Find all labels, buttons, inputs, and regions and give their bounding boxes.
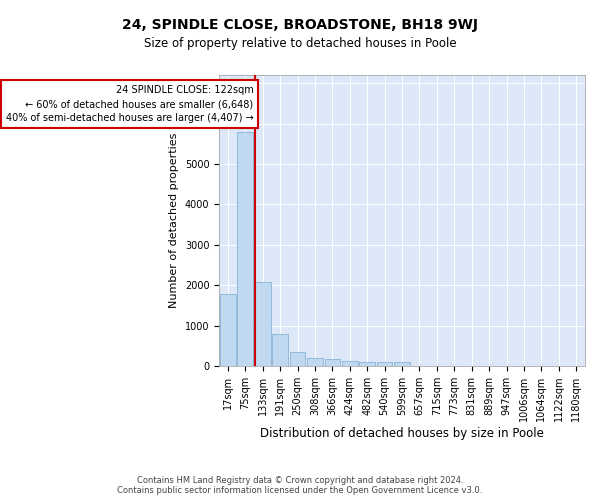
Bar [307, 358, 323, 366]
Bar [342, 362, 358, 366]
Bar [394, 362, 410, 366]
Bar [325, 359, 340, 366]
Text: Size of property relative to detached houses in Poole: Size of property relative to detached ho… [143, 38, 457, 51]
Y-axis label: Number of detached properties: Number of detached properties [169, 133, 179, 308]
X-axis label: Distribution of detached houses by size in Poole: Distribution of detached houses by size … [260, 427, 544, 440]
Text: Contains HM Land Registry data © Crown copyright and database right 2024.: Contains HM Land Registry data © Crown c… [137, 476, 463, 485]
Bar [220, 294, 236, 366]
Bar [290, 352, 305, 366]
Bar [359, 362, 375, 366]
Bar [272, 334, 288, 366]
Text: Contains public sector information licensed under the Open Government Licence v3: Contains public sector information licen… [118, 486, 482, 495]
Text: 24, SPINDLE CLOSE, BROADSTONE, BH18 9WJ: 24, SPINDLE CLOSE, BROADSTONE, BH18 9WJ [122, 18, 478, 32]
Bar [238, 132, 253, 366]
Text: 24 SPINDLE CLOSE: 122sqm
← 60% of detached houses are smaller (6,648)
40% of sem: 24 SPINDLE CLOSE: 122sqm ← 60% of detach… [6, 85, 253, 123]
Bar [377, 362, 392, 366]
Bar [255, 282, 271, 366]
